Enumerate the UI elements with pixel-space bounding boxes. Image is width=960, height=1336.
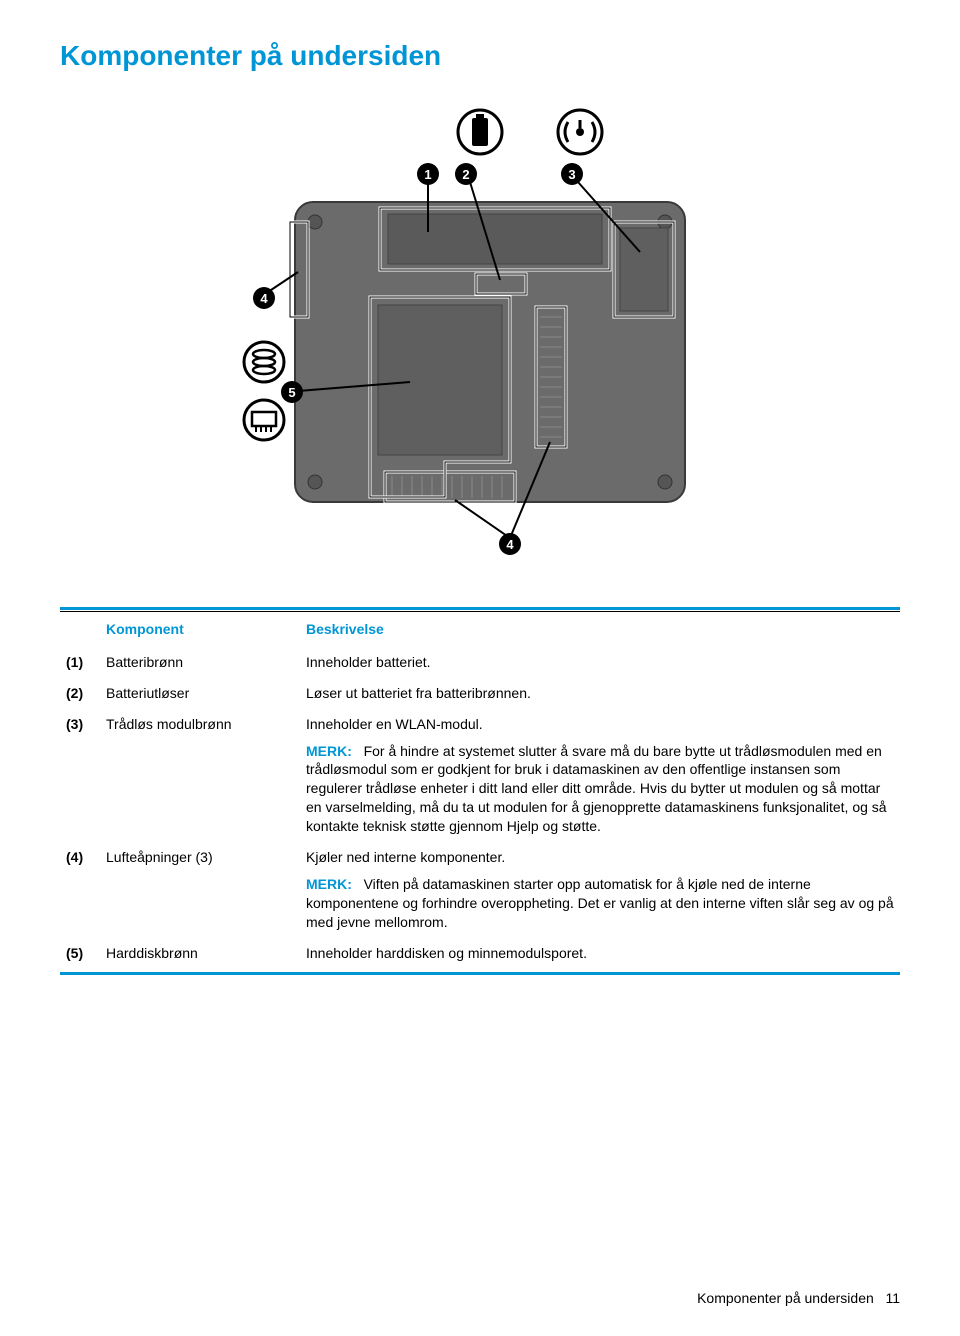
note-text: Viften på datamaskinen starter opp autom… <box>306 876 894 930</box>
laptop-underside-diagram: 1 2 3 4 5 4 <box>60 102 900 567</box>
row-num: (3) <box>66 716 83 732</box>
battery-icon <box>458 110 502 154</box>
row-desc: Inneholder harddisken og minnemodulspore… <box>300 938 900 969</box>
svg-text:1: 1 <box>424 167 431 182</box>
callout-2: 2 <box>455 163 477 185</box>
table-row: (5) Harddiskbrønn Inneholder harddisken … <box>60 938 900 969</box>
memory-icon <box>244 400 284 440</box>
row-num: (5) <box>66 945 83 961</box>
row-num: (2) <box>66 685 83 701</box>
callout-1: 1 <box>417 163 439 185</box>
callout-5: 5 <box>281 381 303 403</box>
row-name: Trådløs modulbrønn <box>100 709 300 842</box>
footer-page: 11 <box>885 1290 900 1306</box>
table-row: (3) Trådløs modulbrønn Inneholder en WLA… <box>60 709 900 842</box>
note-label: MERK: <box>306 743 352 759</box>
row-name: Lufteåpninger (3) <box>100 842 300 938</box>
page-footer: Komponenter på undersiden 11 <box>697 1290 900 1306</box>
page-title: Komponenter på undersiden <box>60 40 900 72</box>
th-description: Beskrivelse <box>300 612 900 647</box>
svg-text:4: 4 <box>260 291 268 306</box>
table-rule-bottom <box>60 972 900 975</box>
diagram-svg: 1 2 3 4 5 4 <box>210 102 750 562</box>
row-desc: Inneholder en WLAN-modul. <box>306 716 483 732</box>
row-num: (4) <box>66 849 83 865</box>
row-name: Batteribrønn <box>100 647 300 678</box>
hdd-icon <box>244 342 284 382</box>
row-name: Harddiskbrønn <box>100 938 300 969</box>
callout-4-bottom: 4 <box>499 533 521 555</box>
wireless-icon <box>558 110 602 154</box>
row-name: Batteriutløser <box>100 678 300 709</box>
table-row: (4) Lufteåpninger (3) Kjøler ned interne… <box>60 842 900 938</box>
th-component: Komponent <box>100 612 300 647</box>
svg-text:5: 5 <box>288 385 295 400</box>
row-desc: Kjøler ned interne komponenter. <box>306 849 505 865</box>
callout-3: 3 <box>561 163 583 185</box>
table-rule-top <box>60 607 900 610</box>
note-label: MERK: <box>306 876 352 892</box>
svg-text:2: 2 <box>462 167 469 182</box>
component-table: Komponent Beskrivelse (1) Batteribrønn I… <box>60 612 900 968</box>
table-row: (1) Batteribrønn Inneholder batteriet. <box>60 647 900 678</box>
footer-section: Komponenter på undersiden <box>697 1290 874 1306</box>
row-desc: Inneholder batteriet. <box>300 647 900 678</box>
row-num: (1) <box>66 654 83 670</box>
svg-text:3: 3 <box>568 167 575 182</box>
row-desc: Løser ut batteriet fra batteribrønnen. <box>300 678 900 709</box>
callout-4-left: 4 <box>253 287 275 309</box>
note-text: For å hindre at systemet slutter å svare… <box>306 743 887 835</box>
table-row: (2) Batteriutløser Løser ut batteriet fr… <box>60 678 900 709</box>
svg-text:4: 4 <box>506 537 514 552</box>
